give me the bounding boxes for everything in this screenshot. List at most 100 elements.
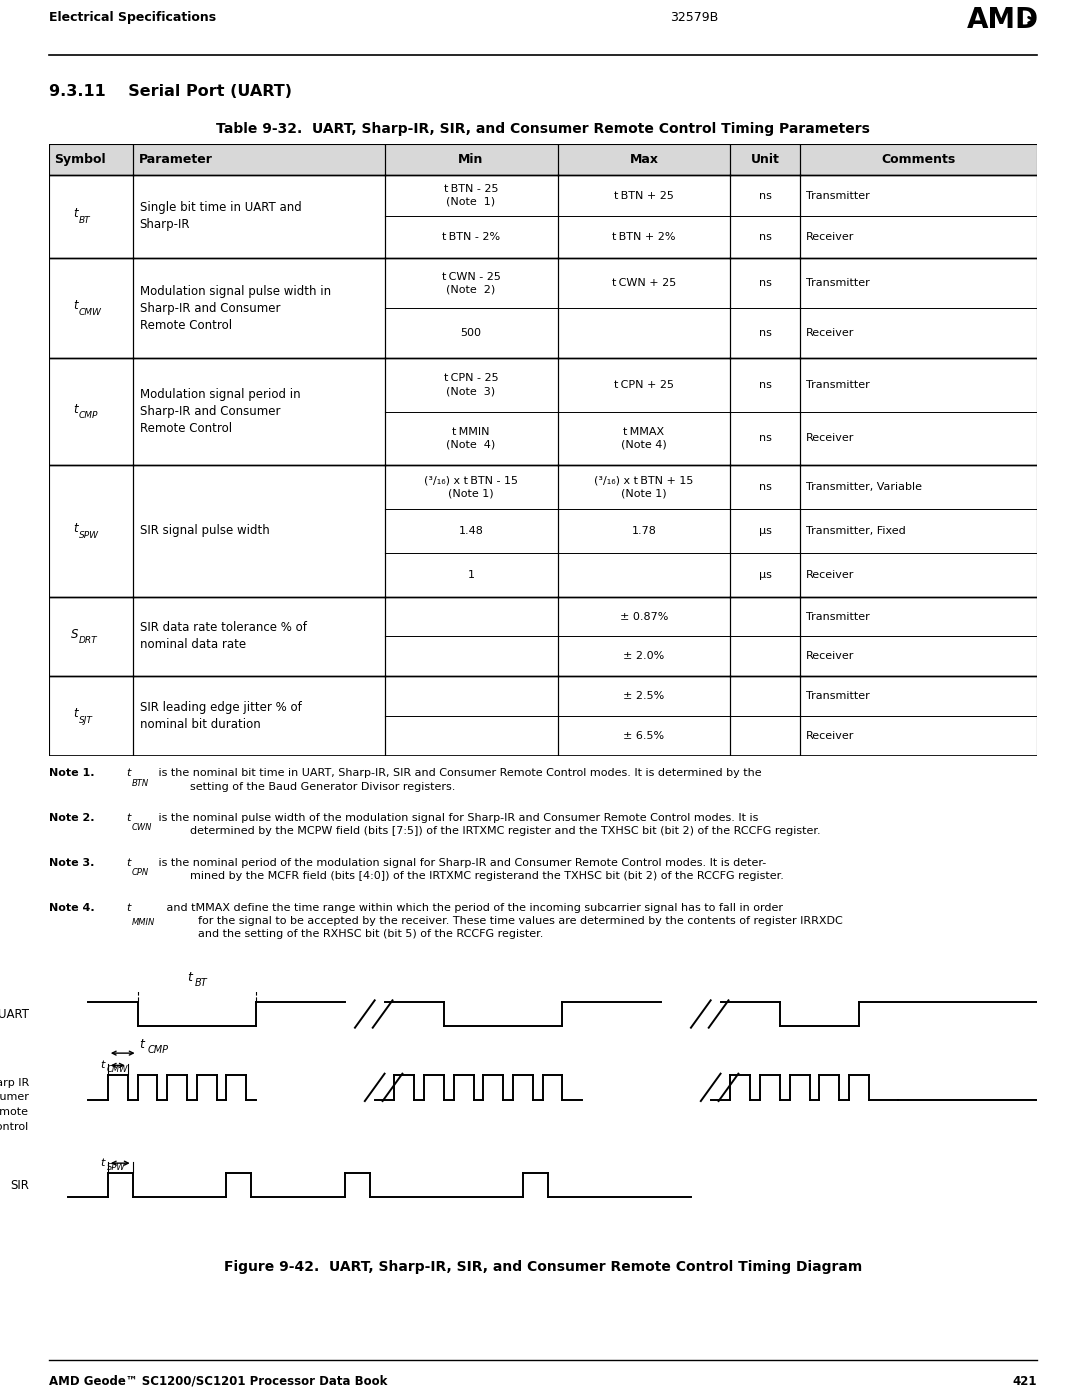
Text: Min: Min bbox=[458, 152, 484, 166]
Text: Receiver: Receiver bbox=[806, 651, 854, 661]
Text: BTN: BTN bbox=[132, 778, 149, 788]
Text: Table 9-32.  UART, Sharp-IR, SIR, and Consumer Remote Control Timing Parameters: Table 9-32. UART, Sharp-IR, SIR, and Con… bbox=[216, 122, 869, 136]
Text: 1.48: 1.48 bbox=[459, 525, 484, 536]
Text: Modulation signal period in
Sharp-IR and Consumer
Remote Control: Modulation signal period in Sharp-IR and… bbox=[139, 388, 300, 434]
Text: Receiver: Receiver bbox=[806, 570, 854, 580]
Text: (³/₁₆) x t BTN + 15
(Note 1): (³/₁₆) x t BTN + 15 (Note 1) bbox=[594, 476, 693, 499]
Text: MMIN: MMIN bbox=[132, 918, 154, 926]
Text: Figure 9-42.  UART, Sharp-IR, SIR, and Consumer Remote Control Timing Diagram: Figure 9-42. UART, Sharp-IR, SIR, and Co… bbox=[224, 1260, 862, 1274]
Bar bbox=[49, 144, 1037, 175]
Text: CMP: CMP bbox=[147, 1045, 168, 1055]
Text: AMD Geode™ SC1200/SC1201 Processor Data Book: AMD Geode™ SC1200/SC1201 Processor Data … bbox=[49, 1375, 387, 1387]
Text: S: S bbox=[70, 627, 78, 641]
Text: Transmitter: Transmitter bbox=[806, 380, 869, 390]
Text: ± 2.0%: ± 2.0% bbox=[623, 651, 664, 661]
Text: SIR leading edge jitter % of
nominal bit duration: SIR leading edge jitter % of nominal bit… bbox=[139, 701, 301, 731]
Text: Note 2.: Note 2. bbox=[49, 813, 94, 823]
Text: SPW: SPW bbox=[107, 1162, 125, 1172]
Text: CMW: CMW bbox=[79, 307, 102, 317]
Text: t: t bbox=[139, 1038, 145, 1051]
Text: t BTN - 2%: t BTN - 2% bbox=[442, 232, 500, 242]
Text: t: t bbox=[100, 1060, 105, 1070]
Text: t: t bbox=[187, 971, 192, 983]
Text: t CWN - 25
(Note  2): t CWN - 25 (Note 2) bbox=[442, 272, 500, 295]
Text: ns: ns bbox=[758, 278, 771, 288]
Text: 1: 1 bbox=[468, 570, 474, 580]
Text: Transmitter, Fixed: Transmitter, Fixed bbox=[806, 525, 905, 536]
Text: Receiver: Receiver bbox=[806, 731, 854, 740]
Text: ns: ns bbox=[758, 190, 771, 201]
Text: Unit: Unit bbox=[751, 152, 780, 166]
Text: t: t bbox=[120, 813, 131, 823]
Text: Electrical Specifications: Electrical Specifications bbox=[49, 11, 216, 24]
Text: t BTN + 25: t BTN + 25 bbox=[615, 190, 674, 201]
Text: μs: μs bbox=[758, 570, 771, 580]
Text: Parameter: Parameter bbox=[138, 152, 213, 166]
Text: Note 1.: Note 1. bbox=[49, 768, 94, 778]
Text: t: t bbox=[100, 1158, 105, 1168]
Text: t: t bbox=[120, 768, 131, 778]
Text: CWN: CWN bbox=[132, 823, 152, 833]
Text: is the nominal pulse width of the modulation signal for Sharp-IR and Consumer Re: is the nominal pulse width of the modula… bbox=[156, 813, 821, 837]
Text: CMW: CMW bbox=[107, 1065, 129, 1074]
Text: μs: μs bbox=[758, 525, 771, 536]
Text: BT: BT bbox=[79, 217, 91, 225]
Text: SIR data rate tolerance % of
nominal data rate: SIR data rate tolerance % of nominal dat… bbox=[139, 622, 307, 651]
Text: UART: UART bbox=[0, 1007, 29, 1021]
Text: Sharp IR: Sharp IR bbox=[0, 1077, 29, 1088]
Text: ± 6.5%: ± 6.5% bbox=[623, 731, 664, 740]
Text: Modulation signal pulse width in
Sharp-IR and Consumer
Remote Control: Modulation signal pulse width in Sharp-I… bbox=[139, 285, 330, 331]
Text: ns: ns bbox=[758, 232, 771, 242]
Text: is the nominal period of the modulation signal for Sharp-IR and Consumer Remote : is the nominal period of the modulation … bbox=[156, 858, 784, 882]
Text: 32579B: 32579B bbox=[670, 11, 718, 24]
Text: Remote: Remote bbox=[0, 1106, 29, 1118]
Text: t: t bbox=[120, 858, 131, 868]
Text: 500: 500 bbox=[460, 328, 482, 338]
Text: Transmitter: Transmitter bbox=[806, 278, 869, 288]
Text: t MMAX
(Note 4): t MMAX (Note 4) bbox=[621, 427, 666, 450]
Text: 1.78: 1.78 bbox=[632, 525, 657, 536]
Text: ± 0.87%: ± 0.87% bbox=[620, 612, 669, 622]
Text: CPN: CPN bbox=[132, 868, 149, 877]
Text: is the nominal bit time in UART, Sharp-IR, SIR and Consumer Remote Control modes: is the nominal bit time in UART, Sharp-I… bbox=[156, 768, 762, 792]
Text: and t​MMAX define the time range within which the period of the incoming subcarr: and t​MMAX define the time range within … bbox=[163, 902, 843, 939]
Text: DRT: DRT bbox=[79, 636, 97, 645]
Text: AMD: AMD bbox=[967, 6, 1039, 34]
Text: Note 3.: Note 3. bbox=[49, 858, 94, 868]
Text: SJT: SJT bbox=[79, 715, 93, 725]
Text: Transmitter, Variable: Transmitter, Variable bbox=[806, 482, 921, 492]
Text: Single bit time in UART and
Sharp-IR: Single bit time in UART and Sharp-IR bbox=[139, 201, 301, 232]
Text: ± 2.5%: ± 2.5% bbox=[623, 692, 664, 701]
Text: Transmitter: Transmitter bbox=[806, 190, 869, 201]
Text: Receiver: Receiver bbox=[806, 232, 854, 242]
Text: t: t bbox=[120, 902, 131, 912]
Text: ns: ns bbox=[758, 482, 771, 492]
Text: t CPN - 25
(Note  3): t CPN - 25 (Note 3) bbox=[444, 373, 498, 395]
Text: Note 4.: Note 4. bbox=[49, 902, 94, 912]
Text: t: t bbox=[73, 208, 78, 221]
Text: Consumer: Consumer bbox=[0, 1092, 29, 1102]
Text: SPW: SPW bbox=[79, 531, 99, 539]
Text: t CPN + 25: t CPN + 25 bbox=[615, 380, 674, 390]
Text: t MMIN
(Note  4): t MMIN (Note 4) bbox=[446, 427, 496, 450]
Text: BT: BT bbox=[194, 978, 207, 988]
Text: ns: ns bbox=[758, 380, 771, 390]
Text: Symbol: Symbol bbox=[54, 152, 106, 166]
Text: Receiver: Receiver bbox=[806, 433, 854, 443]
Text: t BTN - 25
(Note  1): t BTN - 25 (Note 1) bbox=[444, 184, 498, 207]
Text: SIR: SIR bbox=[10, 1179, 29, 1192]
Text: t BTN + 2%: t BTN + 2% bbox=[612, 232, 676, 242]
Text: ns: ns bbox=[758, 328, 771, 338]
Text: Comments: Comments bbox=[881, 152, 956, 166]
Text: 421: 421 bbox=[1012, 1375, 1037, 1387]
Text: CMP: CMP bbox=[79, 411, 98, 420]
Text: Transmitter: Transmitter bbox=[806, 692, 869, 701]
Text: t: t bbox=[73, 299, 78, 312]
Text: SIR signal pulse width: SIR signal pulse width bbox=[139, 524, 269, 538]
Text: t CWN + 25: t CWN + 25 bbox=[612, 278, 676, 288]
Text: 9.3.11    Serial Port (UART): 9.3.11 Serial Port (UART) bbox=[49, 84, 292, 99]
Text: Receiver: Receiver bbox=[806, 328, 854, 338]
Text: t: t bbox=[73, 707, 78, 721]
Text: Transmitter: Transmitter bbox=[806, 612, 869, 622]
Text: Control: Control bbox=[0, 1122, 29, 1132]
